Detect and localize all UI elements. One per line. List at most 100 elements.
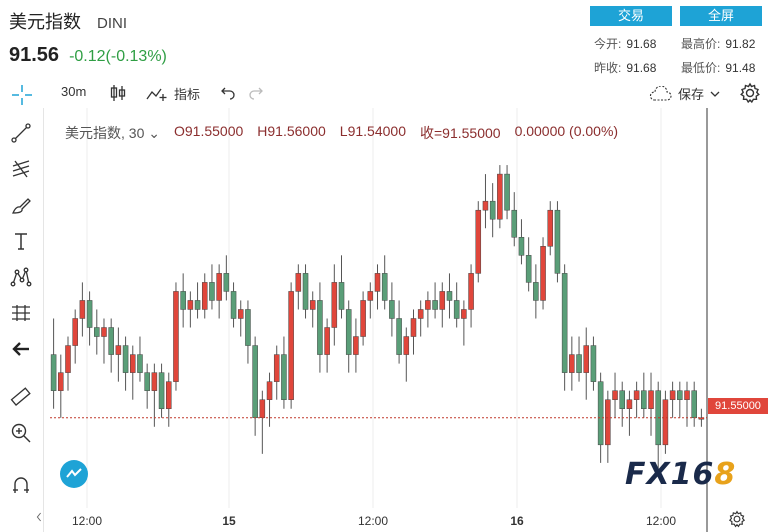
candle-body xyxy=(626,399,633,409)
candlestick-chart[interactable] xyxy=(45,108,771,532)
candle-body xyxy=(151,372,158,391)
text-icon[interactable] xyxy=(8,228,34,254)
candle-body xyxy=(684,390,690,400)
candle-body xyxy=(201,282,208,310)
fib-retracement-icon[interactable] xyxy=(8,156,34,182)
candle-body xyxy=(266,381,273,400)
candle-body xyxy=(115,345,122,355)
candle-body xyxy=(504,173,510,211)
candle-body xyxy=(482,200,489,211)
x-axis: 12:00 15 12:00 16 12:00 xyxy=(45,508,705,532)
ohlc-legend: 美元指数, 30 ⌄ O91.55000 H91.56000 L91.54000… xyxy=(65,123,618,143)
settings-gear-icon[interactable] xyxy=(739,82,761,104)
candle-body xyxy=(79,300,86,319)
candle-style-icon[interactable] xyxy=(110,84,126,102)
drawing-tools-sidebar xyxy=(0,108,44,532)
redo-icon[interactable] xyxy=(248,84,264,100)
candle-body xyxy=(331,282,338,328)
candle-body xyxy=(453,300,460,319)
pattern-icon[interactable] xyxy=(8,264,34,290)
candle-body xyxy=(425,300,431,310)
candle-body xyxy=(439,291,446,310)
zoom-in-icon[interactable] xyxy=(8,420,34,446)
candle-body xyxy=(281,354,287,400)
trade-button[interactable]: 交易 xyxy=(590,6,672,26)
candle-body xyxy=(173,291,179,382)
stat-open-value: 91.68 xyxy=(626,37,657,51)
indicators-button[interactable]: 指标 xyxy=(146,84,200,103)
candle-body xyxy=(612,390,618,400)
candle-body xyxy=(237,309,244,319)
candle-body xyxy=(317,300,323,355)
stat-open: 今开: 91.68 xyxy=(594,35,656,52)
candle-body xyxy=(619,390,625,409)
candle-body xyxy=(230,291,237,319)
stat-open-label: 今开: xyxy=(594,37,622,51)
candle-body xyxy=(65,345,71,373)
candle-body xyxy=(86,300,93,328)
undo-icon[interactable] xyxy=(220,84,236,100)
legend-close: 收=91.55000 xyxy=(419,125,501,141)
candle-body xyxy=(525,255,532,283)
stat-prev-value: 91.68 xyxy=(626,61,657,75)
stat-low-label: 最低价: xyxy=(681,61,721,75)
candle-body xyxy=(561,273,568,373)
candle-body xyxy=(360,300,366,337)
prediction-icon[interactable] xyxy=(8,300,34,326)
instrument-code: DINI xyxy=(97,15,127,32)
candle-body xyxy=(309,300,316,310)
instrument-name: 美元指数 xyxy=(9,12,81,32)
brush-icon[interactable] xyxy=(8,192,34,218)
sidebar-expand-icon[interactable] xyxy=(34,504,44,530)
fx168-logo: FX168 xyxy=(625,457,736,492)
candle-body xyxy=(345,309,352,355)
candle-body xyxy=(403,336,410,355)
stat-high: 最高价: 91.82 xyxy=(681,35,755,52)
magnet-icon[interactable] xyxy=(8,472,34,498)
x-tick: 16 xyxy=(510,514,524,528)
fullscreen-button[interactable]: 全屏 xyxy=(680,6,762,26)
candle-body xyxy=(245,309,251,346)
candle-body xyxy=(324,327,330,355)
interval-selector[interactable]: 30m xyxy=(61,84,87,99)
candle-body xyxy=(252,345,258,419)
candle-body xyxy=(72,318,78,346)
chart-area[interactable] xyxy=(45,108,771,532)
price-row: 91.56 -0.12(-0.13%) xyxy=(9,44,167,67)
candle-body xyxy=(374,273,381,292)
candle-body xyxy=(367,291,374,301)
candle-body xyxy=(583,345,590,373)
candle-body xyxy=(597,381,604,446)
candle-body xyxy=(489,200,496,220)
candle-body xyxy=(144,372,150,391)
save-button[interactable]: 保存 xyxy=(648,84,720,103)
legend-symbol[interactable]: 美元指数, 30 ⌄ xyxy=(65,125,160,141)
stat-high-value: 91.82 xyxy=(725,37,756,51)
x-tick: 12:00 xyxy=(645,514,677,528)
last-price: 91.56 xyxy=(9,44,60,66)
stat-low: 最低价: 91.48 xyxy=(681,59,755,76)
legend-change: 0.00000 (0.00%) xyxy=(514,123,619,139)
save-label: 保存 xyxy=(678,87,705,102)
candle-body xyxy=(130,354,136,373)
candle-body xyxy=(554,209,561,274)
trend-line-icon[interactable] xyxy=(8,120,34,146)
x-tick: 12:00 xyxy=(357,514,389,528)
candle-body xyxy=(576,354,582,373)
candle-body xyxy=(273,354,280,382)
candle-body xyxy=(223,273,230,292)
back-arrow-icon[interactable] xyxy=(8,336,34,362)
candle-body xyxy=(662,399,669,446)
tradingview-logo-icon[interactable] xyxy=(60,460,88,488)
candle-body xyxy=(475,209,482,274)
axis-settings-icon[interactable] xyxy=(728,510,746,528)
crosshair-icon[interactable] xyxy=(10,83,34,107)
candle-body xyxy=(533,282,539,301)
candle-body xyxy=(94,327,100,337)
candle-body xyxy=(605,399,611,446)
candle-body xyxy=(677,390,683,400)
candle-body xyxy=(302,273,309,310)
ruler-icon[interactable] xyxy=(8,384,34,410)
candle-body xyxy=(216,273,222,301)
candle-body xyxy=(417,309,424,319)
